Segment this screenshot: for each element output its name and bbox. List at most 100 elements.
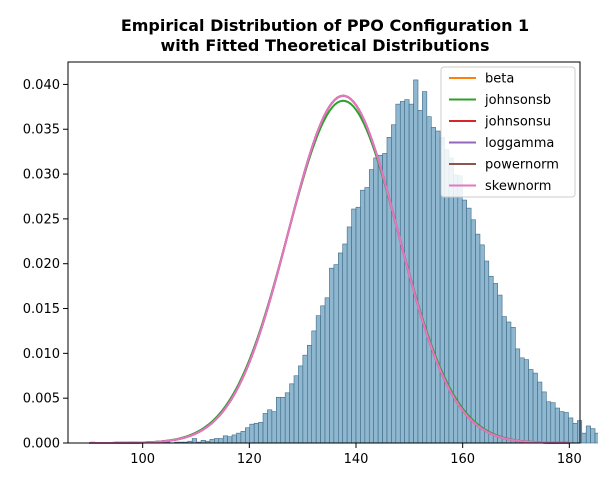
x-tick-label: 140 <box>344 452 369 467</box>
x-axis: 100 120 140 160 180 <box>130 443 582 467</box>
legend: beta johnsonsb johnsonsu loggamma powernorm s… <box>440 66 576 198</box>
x-tick-label: 100 <box>130 452 155 467</box>
legend-label-beta: beta <box>485 72 514 87</box>
histogram-bar <box>417 110 423 444</box>
histogram-bar <box>501 316 507 444</box>
histogram-bar <box>532 372 538 444</box>
histogram-bar <box>581 432 587 444</box>
chart-title: Empirical Distribution of PPO Configurat… <box>121 16 529 35</box>
y-tick-label: 0.035 <box>23 123 60 138</box>
histogram-bar <box>222 435 228 444</box>
histogram-bar <box>231 434 237 444</box>
histogram-bar <box>426 116 432 444</box>
histogram-bar <box>497 294 503 444</box>
legend-label-skewnorm: skewnorm <box>485 179 551 194</box>
histogram-bar <box>461 199 467 444</box>
fitted-curves <box>89 94 570 444</box>
x-tick-label: 120 <box>237 452 262 467</box>
histogram-bar <box>541 391 547 444</box>
histogram-bar <box>488 275 494 444</box>
histogram-bar <box>395 103 401 444</box>
y-tick-label: 0.020 <box>23 257 60 272</box>
histogram-bar <box>245 427 251 444</box>
histogram-bar <box>262 413 268 444</box>
histogram-bar <box>324 297 330 444</box>
histogram-bar <box>276 396 282 444</box>
histogram-bar <box>377 154 383 444</box>
histogram-bar <box>554 407 560 444</box>
histogram-bar <box>337 252 344 444</box>
histogram-bar <box>289 383 295 444</box>
histogram-bar <box>382 153 388 444</box>
histogram-bar <box>479 244 485 444</box>
histogram-bar <box>510 327 516 444</box>
histogram-bar <box>342 243 348 444</box>
histogram-bar <box>258 422 264 444</box>
histogram-bar <box>280 396 286 444</box>
histogram-bar <box>271 411 277 444</box>
histogram-bar <box>466 207 472 444</box>
histogram-bar <box>568 417 574 444</box>
histogram-bar <box>307 344 313 444</box>
histogram-bar <box>585 425 591 444</box>
histogram-bar <box>559 411 565 444</box>
histogram-bar <box>364 187 370 444</box>
histogram-bar <box>550 402 556 444</box>
y-axis: 0.000 0.005 0.010 0.015 0.020 0.025 0.030 0.035… <box>23 78 68 452</box>
histogram-bar <box>475 233 481 444</box>
histogram-bar <box>448 157 454 444</box>
histogram-bars <box>90 79 598 444</box>
x-tick-label: 180 <box>557 452 582 467</box>
histogram-bar <box>218 438 224 444</box>
histogram-bar <box>399 101 405 444</box>
histogram-bar <box>293 375 299 444</box>
y-tick-label: 0.040 <box>23 78 60 93</box>
legend-label-johnsonsb: johnsonsb <box>484 93 551 108</box>
histogram-bar <box>563 412 569 444</box>
histogram-bar <box>214 438 220 444</box>
histogram-bar <box>368 169 375 444</box>
histogram-bar <box>240 431 246 444</box>
histogram-bar <box>373 157 379 444</box>
histogram-bar <box>523 359 529 444</box>
legend-label-loggamma: loggamma <box>485 136 554 151</box>
histogram-bar <box>572 422 578 444</box>
histogram-bar <box>413 79 419 444</box>
histogram-bar <box>590 428 596 444</box>
histogram-bar <box>492 283 498 444</box>
histogram-bar <box>430 127 436 444</box>
histogram-bar <box>537 381 543 444</box>
histogram-bar <box>506 321 512 444</box>
histogram-bar <box>546 401 552 444</box>
y-tick-label: 0.005 <box>23 392 60 407</box>
histogram-bar <box>284 392 290 444</box>
y-tick-label: 0.015 <box>23 302 60 317</box>
curve-skewnorm <box>89 94 570 444</box>
histogram-bar <box>329 267 335 444</box>
histogram-bar <box>594 432 598 444</box>
histogram-bar <box>386 137 392 444</box>
histogram-bar <box>253 422 259 444</box>
histogram-bar <box>209 439 215 444</box>
y-tick-label: 0.000 <box>23 437 60 452</box>
histogram-bar <box>298 365 304 444</box>
histogram-bar <box>227 436 233 444</box>
histogram-bar <box>355 206 361 444</box>
histogram-bar <box>360 189 366 444</box>
histogram-bar <box>249 423 255 444</box>
x-tick-label: 160 <box>450 452 475 467</box>
histogram-bar <box>346 226 352 444</box>
histogram-bar <box>333 264 339 444</box>
histogram-bar <box>311 330 317 444</box>
chart-subtitle: with Fitted Theoretical Distributions <box>160 36 489 55</box>
histogram-bar <box>302 354 308 444</box>
histogram-bar <box>422 91 428 444</box>
histogram-bar <box>391 124 397 444</box>
histogram-bar <box>315 315 321 444</box>
legend-label-johnsonsu: johnsonsu <box>484 115 551 130</box>
plot-frame <box>67 61 581 444</box>
y-tick-label: 0.025 <box>23 212 60 227</box>
histogram-bar <box>470 219 476 444</box>
histogram-bar <box>435 130 441 444</box>
